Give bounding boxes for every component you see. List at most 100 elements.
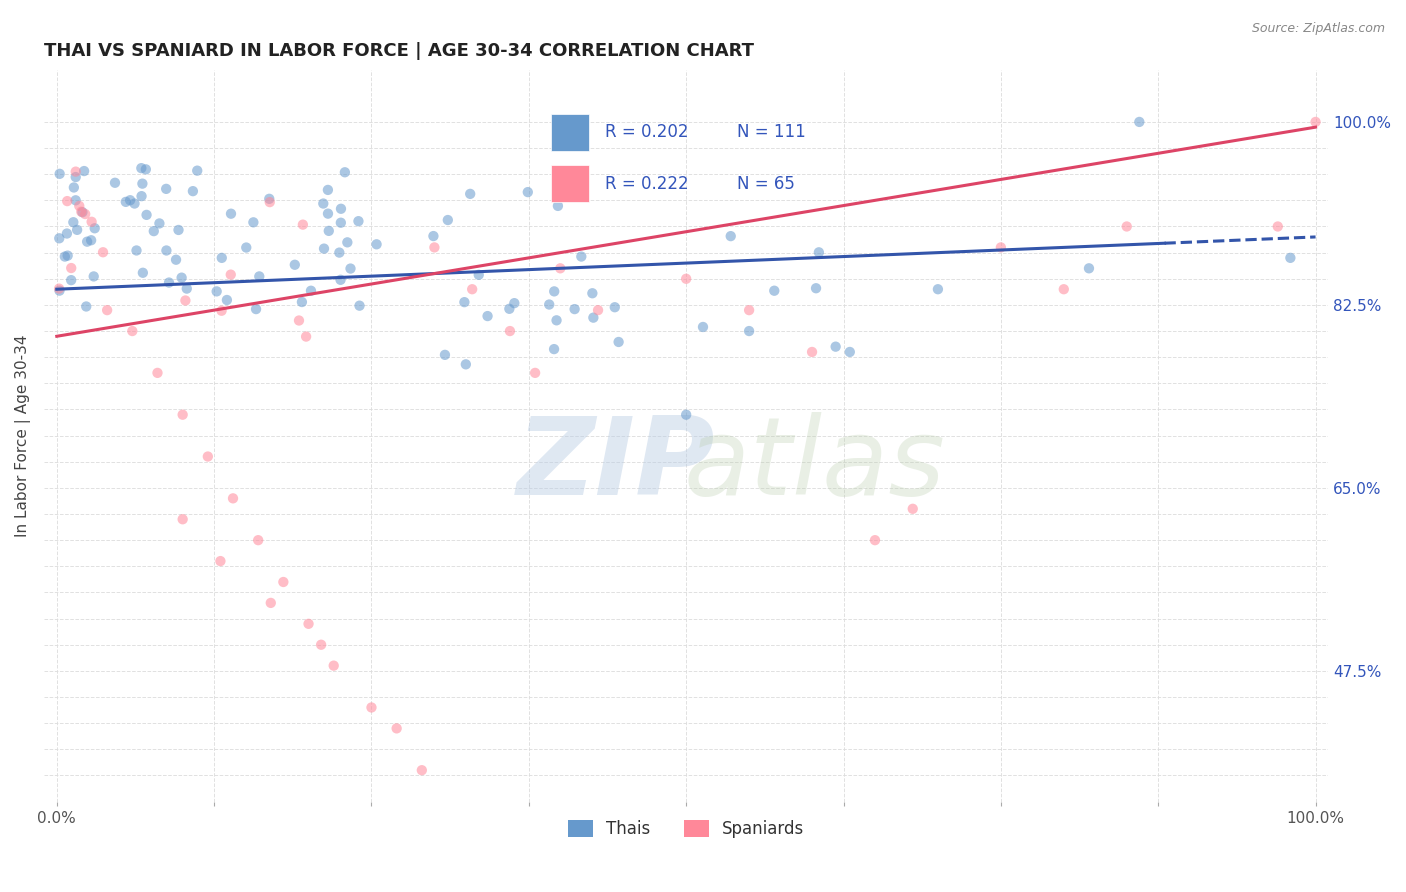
Point bbox=[291, 218, 314, 232]
Point bbox=[60, 260, 83, 275]
Point bbox=[247, 533, 270, 548]
Point bbox=[174, 293, 197, 308]
Point bbox=[259, 195, 281, 210]
Point bbox=[516, 185, 538, 199]
Point bbox=[453, 295, 475, 310]
Point bbox=[235, 240, 257, 254]
Point bbox=[96, 303, 118, 318]
Point bbox=[548, 261, 571, 276]
Point bbox=[1279, 251, 1302, 265]
Point bbox=[538, 297, 561, 311]
Point bbox=[603, 300, 626, 314]
Point bbox=[569, 250, 592, 264]
Point bbox=[675, 272, 697, 286]
Point bbox=[260, 596, 283, 610]
Point bbox=[209, 554, 232, 568]
Point bbox=[499, 324, 522, 338]
Point bbox=[72, 205, 94, 219]
Point bbox=[804, 281, 827, 295]
Point bbox=[157, 276, 180, 290]
Point bbox=[124, 196, 146, 211]
Point bbox=[433, 348, 456, 362]
Point bbox=[720, 229, 742, 244]
Point bbox=[211, 303, 233, 318]
Point bbox=[863, 533, 886, 548]
Point bbox=[65, 194, 87, 208]
Point bbox=[328, 245, 350, 260]
Point bbox=[56, 249, 79, 263]
Point bbox=[437, 213, 460, 227]
Point bbox=[347, 214, 370, 228]
Point bbox=[1305, 115, 1327, 129]
Point bbox=[273, 574, 295, 589]
Point bbox=[543, 285, 565, 299]
Point bbox=[336, 235, 359, 250]
Point bbox=[329, 273, 352, 287]
Point bbox=[422, 229, 444, 244]
Point bbox=[333, 165, 356, 179]
Point bbox=[56, 194, 79, 208]
Point bbox=[63, 180, 86, 194]
Point bbox=[176, 282, 198, 296]
Point bbox=[181, 184, 204, 198]
Point bbox=[360, 700, 382, 714]
Point bbox=[385, 722, 408, 736]
Point bbox=[48, 282, 70, 296]
Point bbox=[1078, 261, 1101, 276]
Point bbox=[322, 658, 344, 673]
Point bbox=[245, 302, 267, 317]
Point bbox=[1267, 219, 1289, 234]
Point bbox=[205, 285, 228, 299]
Point bbox=[309, 638, 332, 652]
Point bbox=[763, 284, 786, 298]
Point bbox=[291, 295, 314, 310]
Point bbox=[165, 252, 187, 267]
Point bbox=[65, 164, 87, 178]
Point bbox=[131, 161, 153, 176]
Point bbox=[607, 334, 630, 349]
Point bbox=[586, 303, 609, 318]
Point bbox=[170, 270, 193, 285]
Point bbox=[80, 233, 103, 247]
Point bbox=[135, 162, 157, 177]
Point bbox=[318, 224, 340, 238]
Point bbox=[83, 269, 105, 284]
Point bbox=[330, 202, 353, 216]
Point bbox=[498, 301, 520, 316]
Point bbox=[215, 293, 238, 307]
Point bbox=[349, 299, 371, 313]
Point bbox=[135, 208, 157, 222]
Point bbox=[80, 215, 103, 229]
Point bbox=[543, 342, 565, 356]
Point bbox=[259, 192, 281, 206]
Point bbox=[114, 194, 136, 209]
Point bbox=[692, 320, 714, 334]
Point bbox=[211, 251, 233, 265]
Point bbox=[91, 245, 114, 260]
Point bbox=[60, 273, 83, 287]
Point bbox=[807, 245, 830, 260]
Point bbox=[83, 221, 105, 235]
Point bbox=[824, 340, 846, 354]
Point bbox=[297, 616, 319, 631]
Point bbox=[70, 204, 93, 219]
Point bbox=[366, 237, 388, 252]
Point bbox=[458, 186, 481, 201]
Point bbox=[801, 345, 824, 359]
Point bbox=[299, 284, 322, 298]
Point bbox=[1128, 115, 1150, 129]
Point bbox=[167, 223, 190, 237]
Point bbox=[295, 329, 318, 343]
Point bbox=[546, 313, 568, 327]
Point bbox=[155, 182, 177, 196]
Point bbox=[148, 216, 170, 230]
Point bbox=[547, 199, 569, 213]
Point bbox=[581, 286, 603, 301]
Point bbox=[120, 193, 142, 207]
Point bbox=[142, 224, 165, 238]
Text: THAI VS SPANIARD IN LABOR FORCE | AGE 30-34 CORRELATION CHART: THAI VS SPANIARD IN LABOR FORCE | AGE 30… bbox=[44, 42, 754, 60]
Point bbox=[56, 227, 79, 241]
Point bbox=[131, 177, 153, 191]
Point bbox=[219, 207, 242, 221]
Point bbox=[197, 450, 219, 464]
